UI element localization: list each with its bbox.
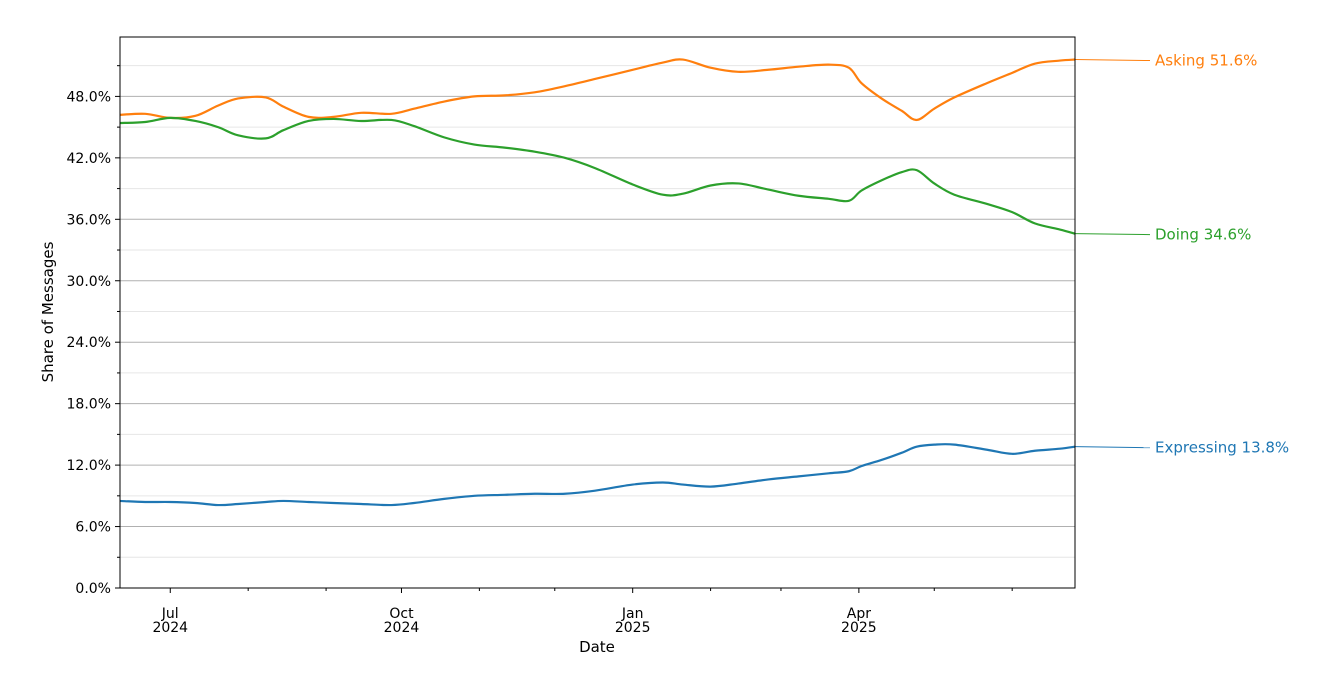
- x-tick-label: Oct: [389, 606, 414, 622]
- plot-frame: [119, 36, 1076, 589]
- x-tick-label: Apr: [847, 606, 871, 622]
- y-tick-label: 6.0%: [75, 520, 111, 536]
- y-tick-label: 12.0%: [67, 458, 111, 474]
- end-label-connector-asking: [1074, 59, 1151, 62]
- y-axis: 0.0% 6.0% 12.0% 18.0% 24.0% 30.0% 36.0% 42.0% 48…: [67, 65, 120, 597]
- y-tick-label: 24.0%: [67, 335, 111, 351]
- y-tick-label: 18.0%: [67, 397, 111, 413]
- x-tick-sublabel: 2025: [841, 620, 877, 636]
- y-tick-label: 42.0%: [67, 151, 111, 167]
- series-line-doing: [119, 116, 1076, 235]
- x-tick-sublabel: 2024: [152, 620, 188, 636]
- end-label-connector-expressing: [1074, 446, 1151, 449]
- y-tick-label: 36.0%: [67, 212, 111, 228]
- x-tick-sublabel: 2024: [384, 620, 420, 636]
- y-tick-label: 30.0%: [67, 274, 111, 290]
- end-label-doing: Doing 34.6%: [1155, 226, 1251, 244]
- end-label-expressing: Expressing 13.8%: [1155, 439, 1289, 457]
- y-axis-label: Share of Messages: [39, 241, 57, 382]
- end-label-asking: Asking 51.6%: [1155, 52, 1257, 70]
- end-label-connector-doing: [1074, 233, 1151, 236]
- series-line-expressing: [119, 443, 1076, 507]
- series-line-asking: [119, 58, 1076, 122]
- x-tick-label: Jul: [161, 606, 179, 622]
- x-axis-label: Date: [579, 638, 615, 656]
- grid: [120, 65, 1075, 589]
- y-tick-label: 48.0%: [67, 89, 111, 105]
- x-tick-label: Jan: [621, 606, 644, 622]
- y-tick-label: 0.0%: [75, 581, 111, 597]
- series-lines: Asking 51.6% Doing 34.6% Expressing 13.8%: [119, 52, 1289, 507]
- x-tick-sublabel: 2025: [615, 620, 651, 636]
